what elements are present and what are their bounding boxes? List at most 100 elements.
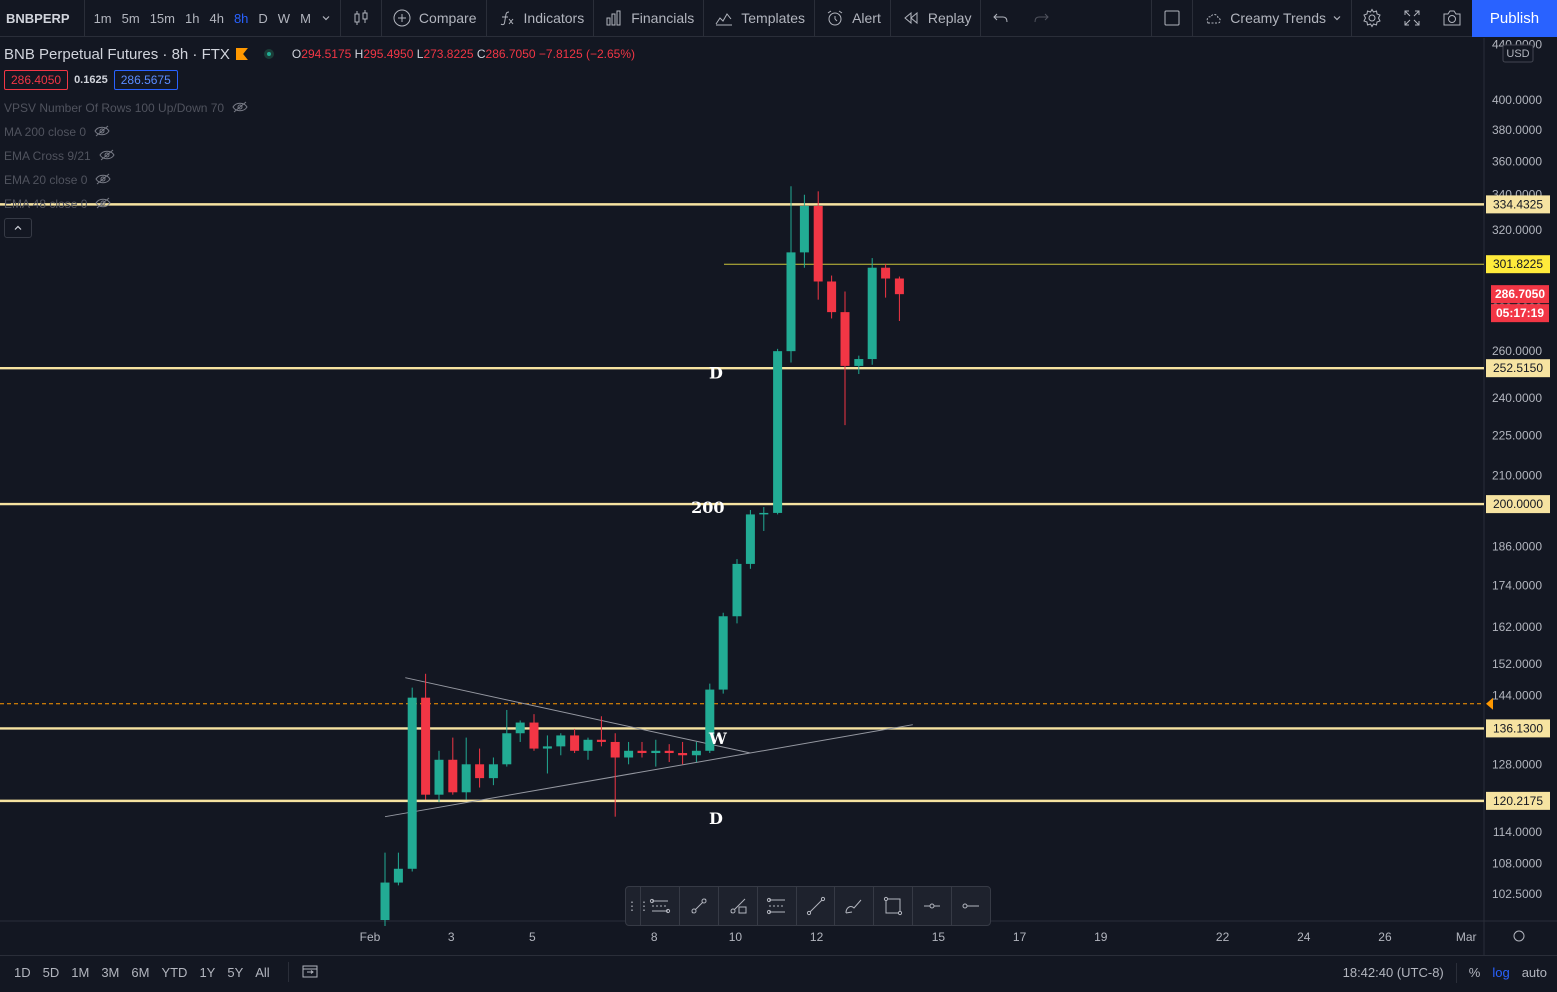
trend-line <box>405 677 751 754</box>
auto-toggle[interactable]: auto <box>1521 965 1547 980</box>
candle-down <box>637 750 647 754</box>
chart-type-button[interactable] <box>341 0 381 37</box>
interval-15m[interactable]: 15m <box>149 10 175 26</box>
range-5d[interactable]: 5D <box>42 964 60 980</box>
brush-icon[interactable] <box>834 887 873 925</box>
eye-hidden-icon[interactable] <box>95 197 111 212</box>
range-ytd[interactable]: YTD <box>161 964 188 980</box>
candle-up <box>691 750 701 756</box>
drag-handle-icon[interactable]: ⋮⋮ <box>626 899 650 913</box>
indicator-vpsv[interactable]: VPSV Number Of Rows 100 Up/Down 70 <box>4 96 635 120</box>
flag-icon[interactable] <box>235 48 248 60</box>
candle-up <box>488 764 498 779</box>
financials-label: Financials <box>631 10 695 26</box>
time-tick-label: Feb <box>360 930 381 944</box>
indicator-label: EMA 20 close 0 <box>4 173 88 187</box>
candle-up <box>434 759 444 795</box>
range-all[interactable]: All <box>255 964 270 980</box>
series-title[interactable]: BNB Perpetual Futures · 8h · FTX <box>4 45 230 63</box>
indicator-ma200[interactable]: MA 200 close 0 <box>4 120 635 144</box>
candle-down <box>570 735 580 751</box>
publish-button[interactable]: Publish <box>1472 0 1557 37</box>
candle-down <box>881 267 891 279</box>
interval-8h[interactable]: 8h <box>233 10 249 26</box>
undo-button[interactable] <box>981 0 1021 37</box>
range-3m[interactable]: 3M <box>101 964 120 980</box>
settings-button[interactable] <box>1352 0 1392 37</box>
trend-line-icon[interactable] <box>678 887 718 925</box>
bar-chart-icon <box>603 7 625 29</box>
replay-label: Replay <box>927 10 972 26</box>
indicator-ema48[interactable]: EMA 48 close 0 <box>4 192 635 216</box>
replay-button[interactable]: Replay <box>891 0 981 37</box>
price-tick-label: 210.0000 <box>1492 469 1542 483</box>
candle-up <box>515 722 525 734</box>
indicator-ema20[interactable]: EMA 20 close 0 <box>4 168 635 192</box>
time-tick-label: Mar <box>1456 930 1477 944</box>
interval-1m[interactable]: 1m <box>93 10 112 26</box>
alert-button[interactable]: Alert <box>815 0 890 37</box>
snapshot-button[interactable] <box>1432 0 1472 37</box>
templates-button[interactable]: Templates <box>704 0 814 37</box>
range-1m[interactable]: 1M <box>71 964 90 980</box>
interval-m[interactable]: M <box>300 10 311 26</box>
fib-retracement-icon[interactable] <box>756 887 796 925</box>
indicators-label: Indicators <box>523 10 585 26</box>
chart-annotation-text: D <box>709 364 723 383</box>
level-price-label <box>1486 195 1550 214</box>
symbol-search-button[interactable]: BNBPERP <box>6 10 70 26</box>
log-toggle[interactable]: log <box>1492 965 1510 980</box>
date-range-icon[interactable] <box>301 963 319 982</box>
horizontal-line-icon[interactable] <box>951 887 990 925</box>
indicator-label: VPSV Number Of Rows 100 Up/Down 70 <box>4 101 225 115</box>
financials-button[interactable]: Financials <box>594 0 703 37</box>
interval-1h[interactable]: 1h <box>185 10 200 26</box>
eye-hidden-icon[interactable] <box>95 173 111 188</box>
buy-button[interactable]: 286.5675 <box>113 70 178 90</box>
close-label: C <box>476 47 486 61</box>
level-lines <box>0 203 1484 803</box>
parallel-channel-icon[interactable] <box>640 887 679 925</box>
candle-up <box>745 514 755 564</box>
horizontal-ray-icon[interactable] <box>912 887 951 925</box>
layout-name-button[interactable]: Creamy Trends <box>1193 0 1351 37</box>
layout-button[interactable] <box>1152 0 1192 37</box>
percent-toggle[interactable]: % <box>1468 965 1481 980</box>
redo-button[interactable] <box>1021 0 1061 37</box>
interval-4h[interactable]: 4h <box>209 10 224 26</box>
candle-up <box>786 252 796 352</box>
indicator-ema-cross[interactable]: EMA Cross 9/21 <box>4 144 635 168</box>
interval-w[interactable]: W <box>277 10 291 26</box>
range-1y[interactable]: 1Y <box>199 964 216 980</box>
interval-d[interactable]: D <box>258 10 268 26</box>
range-1d[interactable]: 1D <box>14 964 31 980</box>
candle-up <box>705 689 715 751</box>
time-tick-label: 15 <box>932 930 946 944</box>
eye-hidden-icon[interactable] <box>232 101 248 116</box>
compare-button[interactable]: Compare <box>382 0 486 37</box>
fullscreen-button[interactable] <box>1392 0 1432 37</box>
eye-hidden-icon[interactable] <box>99 149 115 164</box>
sell-button[interactable]: 286.4050 <box>4 70 69 90</box>
chevron-down-icon[interactable] <box>316 11 336 26</box>
range-5y[interactable]: 5Y <box>227 964 244 980</box>
high-value: 295.4950 <box>363 47 414 61</box>
rectangle-icon[interactable] <box>873 887 912 925</box>
ray-icon[interactable] <box>717 887 757 925</box>
templates-label: Templates <box>741 10 806 26</box>
chart-annotations: D 200 W D <box>691 364 728 829</box>
indicators-button[interactable]: Indicators <box>487 0 594 37</box>
alert-marker-icon <box>1486 697 1493 710</box>
line-icon[interactable] <box>795 887 835 925</box>
top-toolbar: BNBPERP 1m 5m 15m 1h 4h 8h D W M Compare… <box>0 0 1557 37</box>
price-tick-label: 320.0000 <box>1492 223 1542 237</box>
time-tick-label: 5 <box>529 930 536 944</box>
clock-timezone[interactable]: 18:42:40 (UTC-8) <box>1342 965 1444 980</box>
time-tick-label: 17 <box>1013 930 1027 944</box>
legend-title-row: BNB Perpetual Futures · 8h · FTX O294.51… <box>4 44 635 64</box>
interval-5m[interactable]: 5m <box>121 10 140 26</box>
collapse-legend-button[interactable] <box>4 218 32 238</box>
range-6m[interactable]: 6M <box>131 964 150 980</box>
eye-hidden-icon[interactable] <box>94 125 110 140</box>
